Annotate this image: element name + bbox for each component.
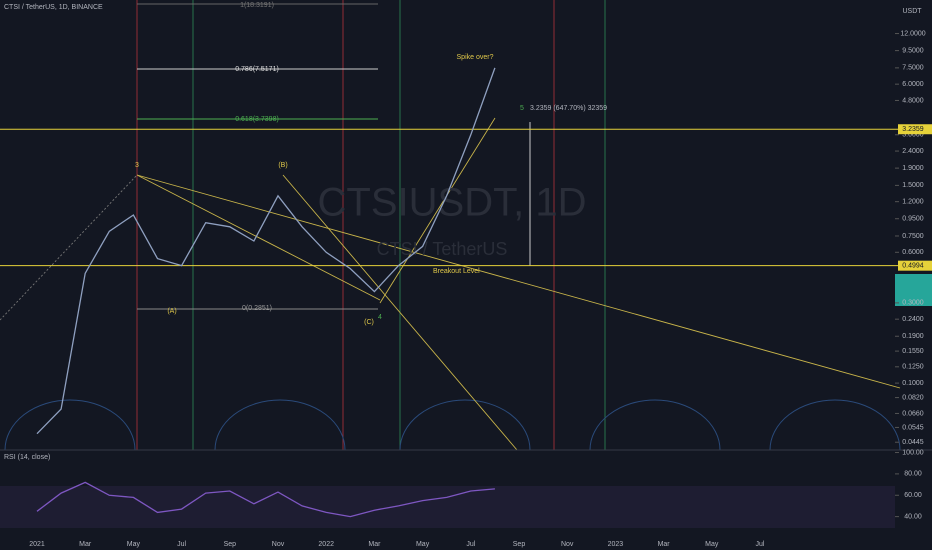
arc [214,399,346,451]
wave-label: 5 [520,105,524,112]
level-label: 0.4994 [902,263,924,270]
x-tick-label: Jul [466,541,475,548]
wave-label: (A) [167,308,176,315]
y-tick-label: 0.6000 [902,249,924,256]
x-tick-label: 2022 [318,541,334,548]
vertical-lines [136,0,606,450]
wave-label: 3 [135,162,139,169]
x-tick-label: Sep [224,541,237,548]
x-tick-label: Nov [272,541,285,548]
fib-label: 0.786(7.5171) [235,66,279,73]
x-tick-label: Mar [658,541,671,548]
y-tick-label: 40.00 [904,513,922,520]
x-tick-label: Mar [368,541,381,548]
x-tick-label: Sep [513,541,526,548]
arc [4,399,136,451]
cycle-arcs [4,399,901,451]
y-tick-label: 0.9500 [902,216,924,223]
y-tick-label: 0.1250 [902,364,924,371]
y-tick-label: 12.0000 [900,30,925,37]
trend-line [282,174,518,451]
y-tick-label: 0.1550 [902,348,924,355]
y-tick-label: 9.5000 [902,47,924,54]
y-tick-label: 0.1000 [902,380,924,387]
y-tick-label: 1.5000 [902,182,924,189]
x-tick-label: Nov [561,541,574,548]
x-tick-label: May [705,541,719,548]
y-tick-label: 0.2400 [902,316,924,323]
x-tick-label: Jul [756,541,765,548]
annotation: Spike over? [457,54,494,61]
y-tick-label: 0.3000 [902,300,924,307]
y-tick-label: 4.8000 [902,97,924,104]
y-tick-label: 0.0445 [902,439,924,446]
y-tick-label: 2.4000 [902,148,924,155]
x-tick-label: May [416,541,430,548]
arc [589,399,721,451]
wave-label: 4 [378,314,382,321]
trend-line [136,174,381,301]
fib-label: 0(0.2851) [242,305,272,312]
x-tick-label: Mar [79,541,92,548]
y-tick-label: 1.9000 [902,165,924,172]
wave-label: (B) [278,162,287,169]
price-line [36,481,495,518]
y-tick-label: 0.0660 [902,410,924,417]
trend-lines [0,3,901,451]
wave-label: (C) [364,319,374,326]
level-tag [898,124,932,135]
watermark-sub: CTSI / TetherUS [377,239,508,259]
level-tag [898,260,932,271]
y-tick-label: 1.2000 [902,199,924,206]
rsi-band [0,486,895,528]
header-title: CTSI / TetherUS, 1D, BINANCE [4,4,103,11]
y-tick-label: 0.7500 [902,233,924,240]
y-tick-label: 100.00 [902,449,924,456]
x-tick-label: 2021 [29,541,45,548]
annotation: Breakout Level [433,268,480,275]
y-tick-label: 7.5000 [902,65,924,72]
x-tick-label: Jul [177,541,186,548]
y-tick-label: 3.0000 [902,132,924,139]
trend-line [136,174,901,389]
y-tick-label: 6.0000 [902,81,924,88]
y-tick-label: 0.1900 [902,333,924,340]
fib-label: 0.618(3.7398) [235,116,279,123]
annotation: 3.2359 (647.70%) 32359 [530,105,607,112]
y-tick-label: 60.00 [904,492,922,499]
watermark: CTSIUSDT, 1D [318,181,587,225]
y-tick-label: 0.0545 [902,424,924,431]
x-tick-label: 2023 [608,541,624,548]
price-line [36,67,496,435]
trend-line [0,174,138,321]
trend-line [379,117,496,304]
y-tick-label: 80.00 [904,471,922,478]
y-unit: USDT [902,8,922,15]
y-tick-label: 0.0820 [902,394,924,401]
rsi-title: RSI (14, close) [4,454,50,461]
x-tick-label: May [127,541,141,548]
level-label: 3.2359 [902,126,924,133]
arc [399,399,531,451]
fib-label: 1(18.3191) [240,2,274,9]
price-tag [895,274,932,306]
arc [769,399,901,451]
